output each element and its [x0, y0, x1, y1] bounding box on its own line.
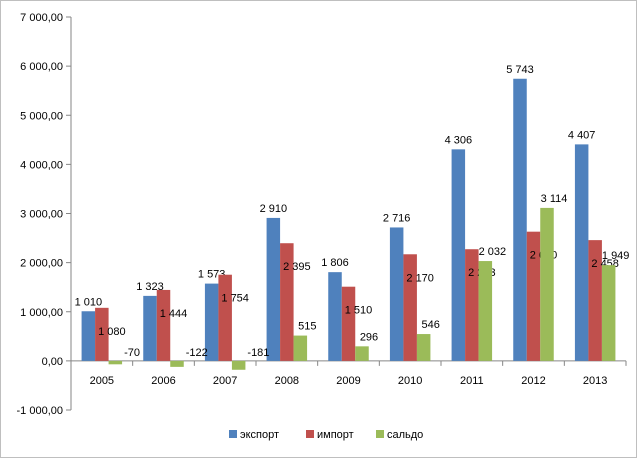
data-label: 546 — [421, 319, 439, 331]
data-label: 1 510 — [345, 305, 373, 317]
x-tick-label: 2010 — [398, 375, 422, 387]
y-tick-label: -1 000,00 — [17, 405, 63, 417]
data-label: 1 010 — [75, 296, 103, 308]
data-label: -181 — [247, 347, 269, 359]
x-tick-label: 2005 — [90, 375, 114, 387]
y-tick-label: 6 000,00 — [20, 61, 63, 73]
bar-импорт — [526, 231, 541, 361]
bar-сальдо — [416, 334, 431, 361]
data-label: 3 114 — [541, 193, 568, 205]
data-label: 4 407 — [568, 129, 596, 141]
bar-импорт — [218, 274, 232, 361]
legend-swatch-импорт — [306, 430, 314, 438]
data-label: 1 444 — [160, 308, 188, 320]
bar-экспорт — [81, 311, 96, 361]
bar-сальдо — [355, 346, 369, 361]
legend-swatch-сальдо — [376, 430, 384, 438]
data-label: 5 743 — [506, 64, 534, 76]
data-label: 1 806 — [321, 257, 349, 269]
data-label: 4 306 — [445, 134, 473, 146]
data-label: 1 754 — [221, 293, 249, 305]
bar-экспорт — [204, 283, 219, 361]
y-tick-label: 5 000,00 — [20, 110, 63, 122]
data-label: -70 — [124, 347, 140, 359]
bar-сальдо — [231, 360, 246, 370]
bar-импорт — [95, 307, 109, 361]
x-tick-label: 2008 — [275, 375, 299, 387]
legend-swatch-экспорт — [229, 430, 237, 438]
legend-label: импорт — [317, 429, 354, 441]
y-tick-label: 7 000,00 — [20, 12, 63, 24]
bar-сальдо — [478, 261, 493, 361]
bar-импорт — [403, 254, 417, 361]
data-label: 2 716 — [383, 212, 411, 224]
data-label: 2 170 — [406, 272, 434, 284]
bar-сальдо — [293, 335, 308, 361]
y-tick-label: 0,00 — [42, 356, 63, 368]
bar-экспорт — [574, 144, 589, 361]
data-label: 2 032 — [479, 246, 507, 258]
bar-импорт — [280, 243, 294, 361]
data-label: 1 080 — [98, 326, 126, 338]
y-tick-label: 4 000,00 — [20, 159, 63, 171]
bar-импорт — [341, 286, 356, 361]
y-tick-label: 1 000,00 — [20, 307, 63, 319]
bar-сальдо — [108, 360, 123, 365]
bar-сальдо — [601, 265, 616, 361]
bar-импорт — [156, 289, 171, 361]
data-label: 2 395 — [283, 261, 311, 273]
data-label: 1 949 — [602, 250, 630, 262]
bar-экспорт — [389, 227, 404, 361]
bar-экспорт — [328, 272, 342, 361]
bar-экспорт — [451, 149, 466, 361]
data-label: 296 — [360, 331, 378, 343]
x-tick-label: 2006 — [151, 375, 175, 387]
bar-экспорт — [143, 295, 157, 361]
bar-экспорт — [513, 78, 527, 361]
data-label: 1 323 — [136, 281, 164, 293]
data-label: -122 — [186, 347, 208, 359]
x-tick-label: 2013 — [583, 375, 607, 387]
data-label: 2 910 — [260, 203, 288, 215]
bar-импорт — [588, 240, 602, 361]
y-tick-label: 3 000,00 — [20, 209, 63, 221]
x-tick-label: 2009 — [336, 375, 360, 387]
data-label: 515 — [298, 321, 316, 333]
bar-сальдо — [540, 207, 554, 361]
legend-label: сальдо — [387, 429, 423, 441]
x-tick-label: 2007 — [213, 375, 237, 387]
bar-импорт — [465, 249, 479, 361]
x-tick-label: 2012 — [521, 375, 545, 387]
legend-label: экспорт — [240, 429, 279, 441]
bar-сальдо — [170, 360, 184, 367]
y-tick-label: 2 000,00 — [20, 258, 63, 270]
x-tick-label: 2011 — [460, 375, 484, 387]
bar-экспорт — [266, 217, 281, 361]
